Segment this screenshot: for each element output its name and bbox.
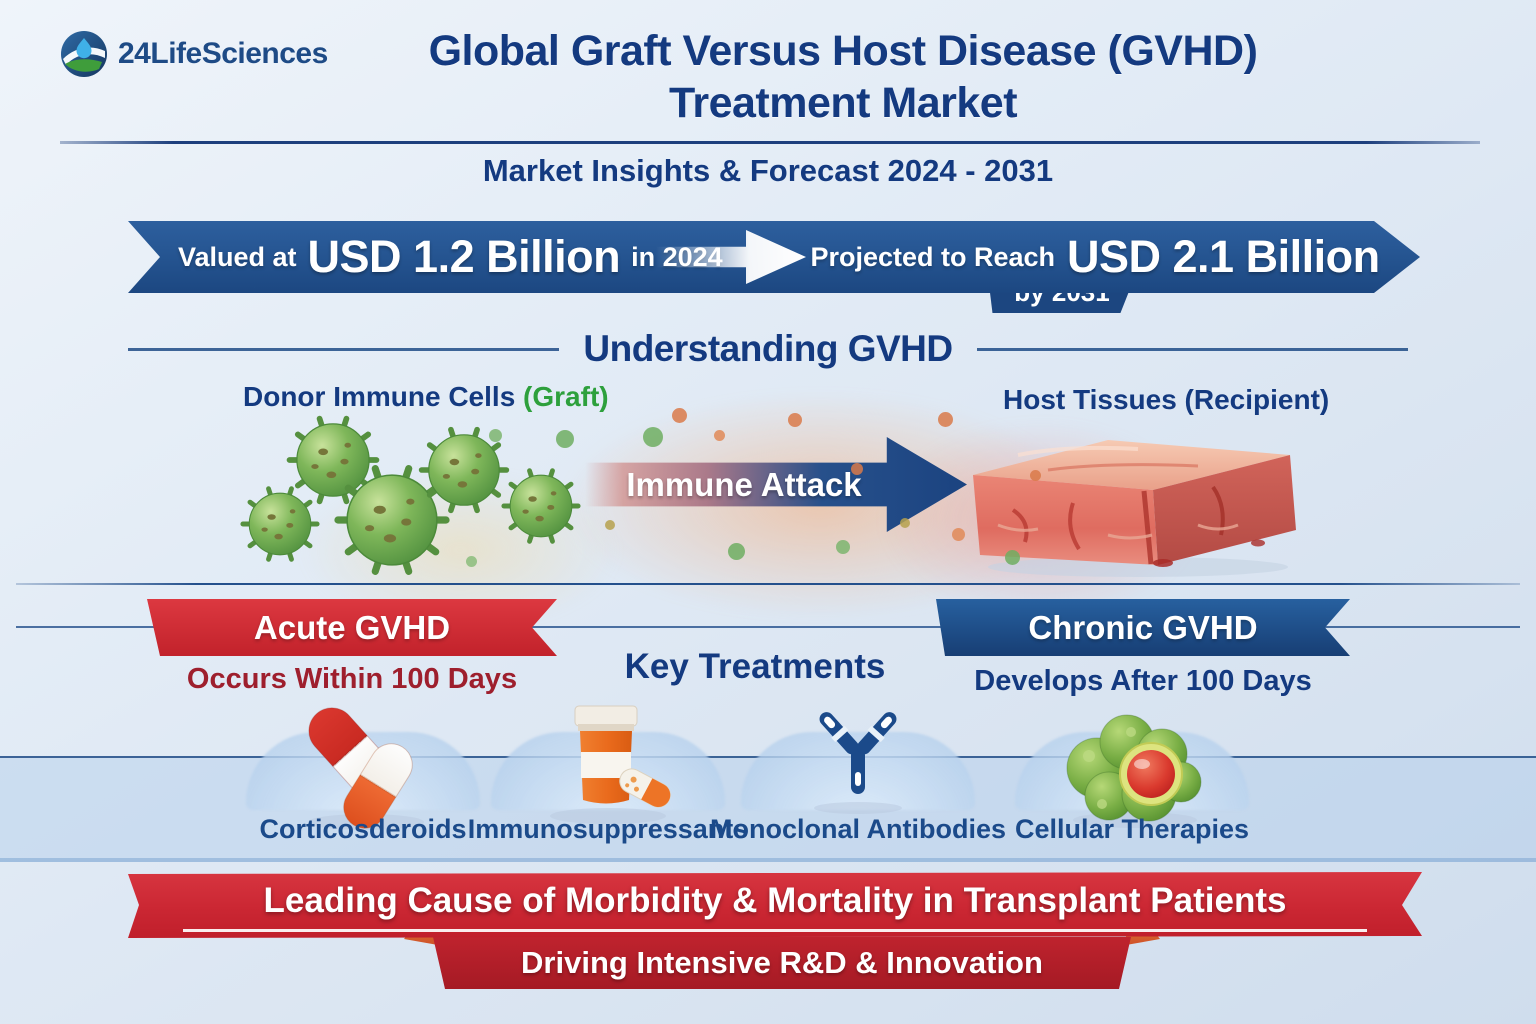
cell-dot <box>605 520 615 530</box>
valued-segment: Valued at USD 1.2 Billion in 2024 <box>178 221 723 293</box>
treatment-item-monoclonal-antibodies: Monoclonal Antibodies <box>710 700 1006 855</box>
projected-segment: Projected to Reach USD 2.1 Billion <box>828 221 1362 293</box>
treatment-label: Corticosderoids <box>259 814 467 844</box>
cell-dot <box>1005 550 1020 565</box>
immune-attack-label: Immune Attack <box>626 465 862 503</box>
acute-gvhd-title: Acute GVHD <box>253 608 451 646</box>
cell-dot <box>938 412 953 427</box>
cell-dot <box>900 518 910 528</box>
treatment-item-immunosuppressants: Immunosuppressants <box>468 700 748 855</box>
chronic-gvhd-title: Chronic GVHD <box>1028 608 1258 646</box>
treatment-label: Immunosuppressants <box>467 814 749 844</box>
market-banner-bar: Valued at USD 1.2 Billion in 2024 Projec… <box>128 221 1420 293</box>
section-divider <box>16 583 1520 585</box>
valued-prefix: Valued at <box>178 241 297 272</box>
valued-amount: USD 1.2 Billion <box>307 231 621 282</box>
projected-prefix: Projected to Reach <box>810 241 1056 272</box>
antibody-icon <box>814 712 902 814</box>
page-subtitle: Market Insights & Forecast 2024 - 2031 <box>482 153 1054 188</box>
treatment-item-corticosteroids: Corticosderoids <box>238 700 488 855</box>
cell-dot <box>714 430 725 441</box>
cell-dot <box>836 540 850 554</box>
pill-bottle-icon <box>550 705 671 824</box>
brand-logo: 24LifeSciences <box>60 30 328 78</box>
cell-dot <box>788 413 802 427</box>
host-tissues-label: Host Tissues (Recipient) <box>1003 384 1330 415</box>
brand-name: 24LifeSciences <box>118 37 328 71</box>
page-title-line1: Global Graft Versus Host Disease (GVHD) <box>428 27 1258 75</box>
host-tissue-illustration <box>973 440 1296 577</box>
cell-dot <box>672 408 687 423</box>
donor-label-text: Donor Immune Cells <box>243 381 516 412</box>
cell-dot <box>466 556 477 567</box>
key-treatments-heading: Key Treatments <box>624 647 886 686</box>
ribbon-baseline <box>16 626 1520 628</box>
brand-number: 24 <box>118 37 151 70</box>
cell-dot <box>643 427 663 447</box>
cell-dot <box>952 528 965 541</box>
heading-rule-left <box>128 347 560 351</box>
acute-gvhd-ribbon: Acute GVHD <box>147 599 557 656</box>
cell-dot <box>1030 470 1041 481</box>
graft-tag: (Graft) <box>523 381 609 412</box>
cell-dot <box>851 463 863 475</box>
treatment-label: Cellular Therapies <box>1014 814 1250 844</box>
footer-main-text: Leading Cause of Morbidity & Mortality i… <box>263 881 1287 920</box>
treatment-label: Monoclonal Antibodies <box>710 814 1006 844</box>
capsules-icon <box>308 707 424 830</box>
cell-dot <box>556 430 574 448</box>
title-divider <box>60 141 1480 144</box>
projected-amount: USD 2.1 Billion <box>1067 231 1380 282</box>
donor-cells-label: Donor Immune Cells (Graft) <box>243 381 609 413</box>
footer-white-rule <box>183 929 1367 932</box>
cell-dot <box>728 543 745 560</box>
cell-cluster-icon <box>1066 714 1202 828</box>
market-value-banner: by 2031 Valued at USD 1.2 Billion in 202… <box>128 221 1420 313</box>
understanding-heading-row: Understanding GVHD <box>128 328 1408 370</box>
acute-gvhd-desc: Occurs Within 100 Days <box>186 663 518 695</box>
understanding-heading: Understanding GVHD <box>583 328 953 369</box>
cell-dot <box>489 429 502 442</box>
chronic-gvhd-ribbon: Chronic GVHD <box>936 599 1350 656</box>
heading-rule-right <box>976 347 1408 351</box>
footer-sub-text: Driving Intensive R&D & Innovation <box>521 945 1043 980</box>
page-title-line2: Treatment Market <box>668 78 1018 127</box>
brand-word: LifeSciences <box>150 37 328 70</box>
footer-sub-banner: Driving Intensive R&D & Innovation <box>433 937 1131 989</box>
treatment-item-cellular-therapies: Cellular Therapies <box>1007 700 1257 855</box>
drop-globe-swoosh-icon <box>61 31 107 77</box>
page-title: Global Graft Versus Host Disease (GVHD) … <box>250 26 1436 129</box>
footer-main-banner: Leading Cause of Morbidity & Mortality i… <box>128 872 1422 938</box>
chronic-gvhd-desc: Develops After 100 Days <box>974 665 1312 697</box>
